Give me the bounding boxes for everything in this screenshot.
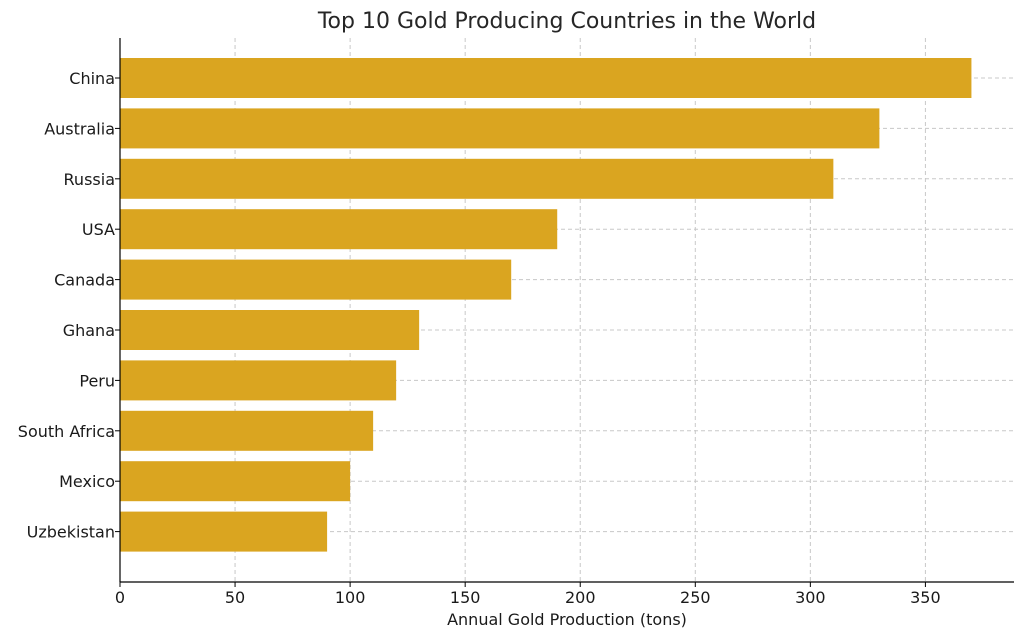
bar-ghana — [120, 310, 420, 350]
x-tick-label: 50 — [225, 588, 245, 607]
bar-china — [120, 58, 972, 98]
x-tick-label: 100 — [335, 588, 366, 607]
bar-usa — [120, 209, 558, 250]
x-tick-label: 350 — [910, 588, 941, 607]
x-tick-label: 300 — [795, 588, 826, 607]
x-tick-label: 200 — [565, 588, 596, 607]
y-tick-label: Peru — [79, 371, 115, 390]
bar-uzbekistan — [120, 511, 328, 552]
x-tick-label: 250 — [680, 588, 711, 607]
axes: 0 50 100 150 200 250 300 350 China Australia Russi… — [18, 38, 1014, 607]
bars — [120, 58, 972, 552]
y-tick-label: Uzbekistan — [27, 523, 115, 542]
y-tick-label: Australia — [44, 119, 115, 138]
x-axis-label: Annual Gold Production (tons) — [447, 610, 687, 629]
y-tick-label: Mexico — [59, 472, 115, 491]
y-tick-label: USA — [82, 220, 115, 239]
x-tick-label: 0 — [115, 588, 125, 607]
y-tick-label: China — [69, 69, 115, 88]
bar-peru — [120, 360, 397, 401]
bar-australia — [120, 108, 880, 149]
y-tick-label: South Africa — [18, 422, 115, 441]
y-tick-label: Russia — [64, 170, 115, 189]
bar-mexico — [120, 461, 351, 502]
x-tick-label: 150 — [450, 588, 481, 607]
bar-russia — [120, 158, 834, 199]
bar-south-africa — [120, 410, 374, 451]
y-tick-label: Ghana — [63, 321, 115, 340]
y-tick-label: Canada — [54, 271, 115, 290]
bar-canada — [120, 259, 512, 300]
chart-title: Top 10 Gold Producing Countries in the W… — [317, 9, 816, 34]
